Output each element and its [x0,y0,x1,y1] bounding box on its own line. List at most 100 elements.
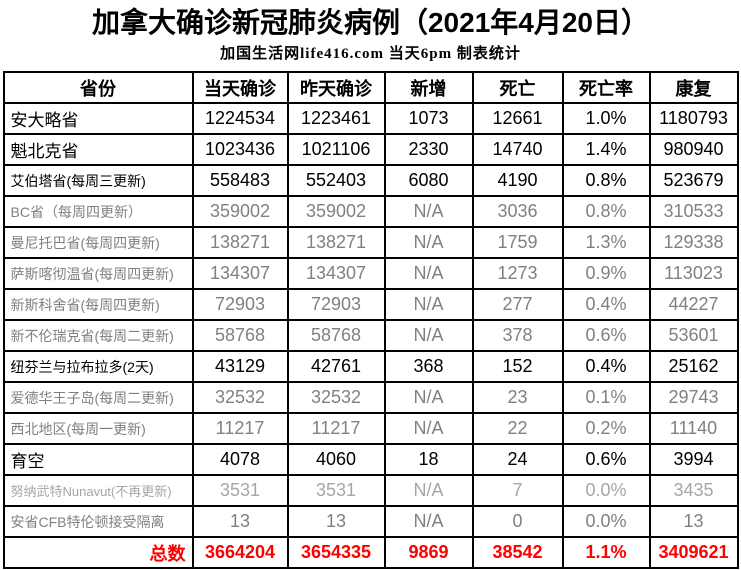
total-today-cell: 3664204 [191,536,289,569]
deaths-cell: 1759 [471,226,564,259]
recovered-cell: 980940 [648,133,739,166]
yesterday-cell: 72903 [286,288,386,321]
header-deaths: 死亡 [471,71,564,104]
yesterday-cell: 138271 [286,226,386,259]
death-rate-cell: 1.3% [561,226,651,259]
deaths-cell: 24 [471,443,564,476]
province-cell: 新不伦瑞克省(每周二更新) [2,319,194,352]
today-cell: 11217 [191,412,289,445]
header-today-confirmed: 当天确诊 [191,71,289,104]
page-subtitle: 加国生活网life416.com 当天6pm 制表统计 [220,46,521,62]
new-cases-cell: 1073 [383,102,474,135]
recovered-cell: 3435 [648,474,739,507]
today-cell: 43129 [191,350,289,383]
header-yesterday-confirmed: 昨天确诊 [286,71,386,104]
yesterday-cell: 552403 [286,164,386,197]
death-rate-cell: 0.8% [561,164,651,197]
new-cases-cell: 6080 [383,164,474,197]
deaths-cell: 12661 [471,102,564,135]
deaths-cell: 23 [471,381,564,414]
death-rate-cell: 0.4% [561,288,651,321]
total-recovered-cell: 3409621 [648,536,739,569]
province-cell: 西北地区(每周一更新) [2,412,194,445]
table-row: 魁北克省 1023436 1021106 2330 14740 1.4% 980… [2,133,739,166]
recovered-cell: 44227 [648,288,739,321]
today-cell: 13 [191,505,289,538]
yesterday-cell: 134307 [286,257,386,290]
province-cell: BC省（每周四更新） [2,195,194,228]
table-row: 安省CFB特伦顿接受隔离 13 13 N/A 0 0.0% 13 [2,505,739,538]
total-new-cases-cell: 9869 [383,536,474,569]
deaths-cell: 14740 [471,133,564,166]
deaths-cell: 22 [471,412,564,445]
recovered-cell: 53601 [648,319,739,352]
death-rate-cell: 0.2% [561,412,651,445]
page-title: 加拿大确诊新冠肺炎病例（2021年4月20日） [91,7,649,38]
total-label: 总数 [2,536,194,569]
table-row: 育空 4078 4060 18 24 0.6% 3994 [2,443,739,476]
yesterday-cell: 13 [286,505,386,538]
yesterday-cell: 1223461 [286,102,386,135]
table-row: 新斯科舍省(每周四更新) 72903 72903 N/A 277 0.4% 44… [2,288,739,321]
table-row: 曼尼托巴省(每周四更新) 138271 138271 N/A 1759 1.3%… [2,226,739,259]
table-row: 安大略省 1224534 1223461 1073 12661 1.0% 118… [2,102,739,135]
today-cell: 1224534 [191,102,289,135]
yesterday-cell: 1021106 [286,133,386,166]
yesterday-cell: 4060 [286,443,386,476]
province-cell: 爱德华王子岛(每周二更新) [2,381,194,414]
new-cases-cell: 2330 [383,133,474,166]
today-cell: 72903 [191,288,289,321]
province-cell: 艾伯塔省(每周三更新) [2,164,194,197]
new-cases-cell: N/A [383,474,474,507]
new-cases-cell: N/A [383,257,474,290]
new-cases-cell: N/A [383,505,474,538]
recovered-cell: 1180793 [648,102,739,135]
province-cell: 新斯科舍省(每周四更新) [2,288,194,321]
new-cases-cell: N/A [383,319,474,352]
recovered-cell: 113023 [648,257,739,290]
deaths-cell: 152 [471,350,564,383]
header-province: 省份 [2,71,194,104]
table-row: 爱德华王子岛(每周二更新) 32532 32532 N/A 23 0.1% 29… [2,381,739,414]
death-rate-cell: 0.6% [561,319,651,352]
death-rate-cell: 1.0% [561,102,651,135]
today-cell: 58768 [191,319,289,352]
new-cases-cell: N/A [383,226,474,259]
death-rate-cell: 0.0% [561,474,651,507]
today-cell: 359002 [191,195,289,228]
today-cell: 1023436 [191,133,289,166]
table-row: 西北地区(每周一更新) 11217 11217 N/A 22 0.2% 1114… [2,412,739,445]
today-cell: 4078 [191,443,289,476]
header-new-cases: 新增 [383,71,474,104]
today-cell: 3531 [191,474,289,507]
death-rate-cell: 1.4% [561,133,651,166]
province-cell: 萨斯喀彻温省(每周四更新) [2,257,194,290]
today-cell: 32532 [191,381,289,414]
deaths-cell: 3036 [471,195,564,228]
today-cell: 558483 [191,164,289,197]
province-cell: 魁北克省 [2,133,194,166]
new-cases-cell: N/A [383,288,474,321]
today-cell: 134307 [191,257,289,290]
table-row: 艾伯塔省(每周三更新) 558483 552403 6080 4190 0.8%… [2,164,739,197]
death-rate-cell: 0.1% [561,381,651,414]
province-cell: 纽芬兰与拉布拉多(2天) [2,350,194,383]
recovered-cell: 3994 [648,443,739,476]
death-rate-cell: 0.9% [561,257,651,290]
deaths-cell: 0 [471,505,564,538]
death-rate-cell: 0.4% [561,350,651,383]
covid-table: 省份 当天确诊 昨天确诊 新增 死亡 死亡率 康复 安大略省 1224534 1… [2,71,739,569]
table-header-row: 省份 当天确诊 昨天确诊 新增 死亡 死亡率 康复 [2,71,739,104]
new-cases-cell: N/A [383,412,474,445]
new-cases-cell: 18 [383,443,474,476]
table-row: 努纳武特Nunavut(不再更新) 3531 3531 N/A 7 0.0% 3… [2,474,739,507]
new-cases-cell: 368 [383,350,474,383]
deaths-cell: 1273 [471,257,564,290]
total-row: 总数 3664204 3654335 9869 38542 1.1% 34096… [2,536,739,569]
header-recovered: 康复 [648,71,739,104]
table-row: BC省（每周四更新） 359002 359002 N/A 3036 0.8% 3… [2,195,739,228]
today-cell: 138271 [191,226,289,259]
death-rate-cell: 0.0% [561,505,651,538]
new-cases-cell: N/A [383,195,474,228]
